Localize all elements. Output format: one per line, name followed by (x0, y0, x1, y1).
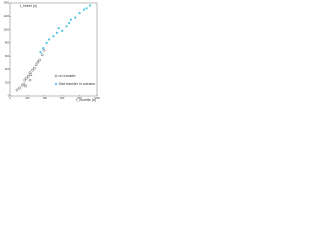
point (20, 84, 24, 87)
point (22, 82, 26, 86)
point (42, 48, 46, 52)
y-tick-label: 400 (5, 67, 10, 71)
point (88, 4, 92, 7)
point (69, 18, 72, 21)
legend-marker (54, 74, 58, 78)
y-tick-label: 200 (5, 80, 10, 84)
point (23, 78, 27, 82)
point (74, 16, 77, 19)
chart: t_sheet (s) t_cuvette (s) 0 200 400 600 800 1… (0, 0, 100, 111)
y-tick-label: 600 (5, 54, 10, 58)
legend-label: no transfer (59, 74, 77, 78)
y-axis-label: t_sheet (s) (20, 4, 37, 8)
point (65, 25, 68, 28)
point (52, 35, 55, 38)
point (25, 76, 28, 80)
x-axis-label: t_cuvette (s) (76, 98, 96, 102)
x-tick-label: 1000 (94, 96, 100, 100)
point (18, 86, 21, 90)
point (55, 31, 59, 34)
x-tick-label: 600 (60, 96, 65, 100)
point (78, 11, 81, 15)
point (29, 73, 33, 77)
point (36, 60, 40, 64)
x-tick-label: 200 (25, 96, 30, 100)
point (40, 53, 44, 57)
point (26, 74, 30, 78)
x-tick-label: 0 (9, 96, 11, 100)
point (82, 8, 86, 11)
legend-marker (54, 82, 58, 86)
x-tick-label: 800 (77, 96, 82, 100)
x-tick-label: 400 (43, 96, 48, 100)
point (15, 88, 19, 92)
point (34, 63, 38, 67)
point (39, 51, 42, 54)
y-tick-label: 1000 (3, 27, 9, 31)
y-tick-label: 1400 (3, 1, 9, 5)
plot-frame (9, 2, 98, 97)
legend-label: Stat transfer in solution (59, 82, 96, 86)
point (68, 21, 71, 25)
point (28, 78, 32, 82)
y-tick-label: 800 (5, 41, 10, 45)
point (45, 41, 48, 44)
point (48, 38, 51, 41)
point (57, 27, 60, 30)
y-tick-label: 0 (8, 94, 10, 98)
point (85, 7, 88, 10)
point (31, 68, 34, 72)
y-tick-label: 1200 (3, 14, 9, 18)
point (61, 29, 64, 32)
background (0, 0, 100, 111)
point (41, 47, 45, 50)
point (33, 66, 36, 70)
point (24, 84, 27, 88)
point (38, 58, 41, 62)
